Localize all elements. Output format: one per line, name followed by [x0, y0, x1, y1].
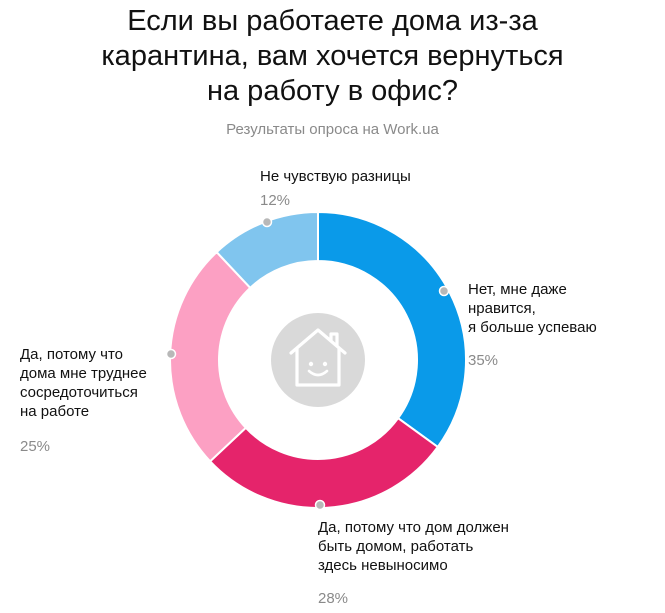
chart-title-line: на работу в офис? [206, 75, 458, 107]
slice-value-label: 35% [468, 352, 499, 369]
slice-label-line: здесь невыносимо [318, 557, 448, 574]
slice-value-label: 28% [318, 590, 349, 607]
donut-slice [208, 416, 440, 509]
chart-subtitle: Результаты опроса на Work.ua [226, 121, 439, 138]
slice-value-label: 25% [20, 438, 51, 455]
slice-label: Нет, мне даже нравится, я больше успеваю [468, 280, 597, 337]
slice-label-line: Не чувствую разницы [260, 168, 411, 185]
slice-label-line: быть домом, работать [318, 538, 474, 555]
slice-marker [165, 348, 177, 360]
chart-title: Если вы работаете дома из-за карантина, … [40, 4, 625, 109]
slice-label-line: Да, потому что [20, 346, 124, 363]
slice-marker [438, 285, 450, 297]
smiling-house-icon [271, 313, 365, 407]
slice-label-line: нравится, [468, 300, 536, 317]
slice-value-label: 12% [260, 192, 291, 209]
slice-label-line: я больше успеваю [468, 319, 597, 336]
slice-label-line: Да, потому что дом должен [318, 519, 509, 536]
slice-label: Да, потому что дом должен быть домом, раб… [318, 518, 509, 575]
slice-label-line: Нет, мне даже [468, 281, 567, 298]
slice-label: Да, потому что дома мне труднее сосредоточ… [20, 345, 147, 421]
slice-label: Не чувствую разницы [260, 167, 411, 186]
slice-marker [261, 216, 273, 228]
donut-slice [169, 250, 252, 463]
donut-slice [317, 210, 467, 449]
slice-label-line: дома мне труднее [20, 365, 147, 382]
slice-label-line: сосредоточиться [20, 384, 138, 401]
chart-title-line: карантина, вам хочется вернуться [101, 40, 564, 72]
chart-title-line: Если вы работаете дома из-за [127, 5, 538, 37]
slice-label-line: на работе [20, 403, 90, 420]
donut-slice [215, 210, 319, 290]
slice-marker [314, 499, 326, 511]
